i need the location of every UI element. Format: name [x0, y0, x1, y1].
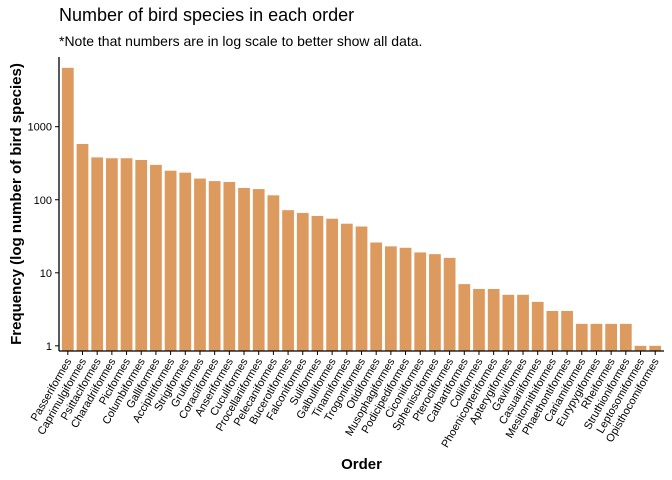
- y-tick-label: 1: [46, 341, 52, 353]
- y-tick-label: 1000: [28, 122, 52, 134]
- bar-bucerotiformes: [282, 210, 294, 351]
- bar-gruiformes: [194, 178, 206, 351]
- bar-caprimulgiformes: [76, 143, 89, 351]
- bar-trogoniformes: [355, 226, 368, 351]
- bar-apterygiformes: [502, 294, 515, 351]
- bar-ciconiiformes: [414, 252, 427, 351]
- bar-rheiformes: [605, 323, 618, 351]
- x-axis-title: Order: [341, 456, 382, 473]
- bar-gaviiformes: [517, 294, 529, 351]
- chart-subtitle: *Note that numbers are in log scale to b…: [59, 33, 423, 49]
- bar-musophagiformes: [385, 246, 397, 351]
- bar-phaethontiformes: [561, 310, 573, 351]
- bar-otidiformes: [370, 242, 383, 351]
- bar-eurypygiformes: [590, 323, 603, 351]
- bar-struthioniformes: [619, 323, 632, 351]
- bar-tinamiformes: [340, 223, 353, 351]
- y-tick-label: 10: [40, 268, 52, 280]
- bar-mesitornithiformes: [546, 310, 559, 351]
- bar-podicipediformes: [399, 247, 412, 351]
- bar-psittaciformes: [91, 157, 104, 351]
- bar-suliformes: [311, 215, 324, 351]
- bar-passeriformes: [61, 67, 74, 351]
- bar-piciformes: [120, 158, 133, 351]
- bar-coraciiformes: [208, 181, 221, 351]
- bar-casuariiformes: [531, 301, 544, 351]
- bar-strigiformes: [179, 172, 192, 351]
- bar-opisthocomiformes: [649, 345, 662, 351]
- y-axis-title: Frequency (log number of bird species): [8, 63, 25, 345]
- bar-cathartiformes: [458, 284, 471, 351]
- bar-pelecaniformes: [267, 195, 280, 351]
- bar-anseriformes: [223, 182, 236, 351]
- bar-charadriiformes: [105, 158, 118, 351]
- chart-title: Number of bird species in each order: [59, 5, 355, 25]
- bar-columbiformes: [135, 160, 148, 351]
- y-tick-label: 100: [34, 195, 52, 207]
- bar-coliiformes: [473, 289, 485, 351]
- bar-leptosomiformes: [634, 345, 647, 351]
- bar-cariamiformes: [575, 323, 588, 351]
- y-axis-ticks: 1 10 100 1000: [28, 122, 59, 353]
- x-axis-ticks: PasseriformesCaprimulgiformesPsittacifor…: [29, 351, 662, 450]
- bar-sphenisciformes: [429, 254, 441, 351]
- bar-accipitriformes: [164, 170, 177, 351]
- bar-procellariiformes: [252, 189, 265, 351]
- bar-galliformes: [150, 164, 162, 351]
- bar-galbuliformes: [326, 218, 339, 351]
- bar-phoenicopteriformes: [487, 289, 500, 351]
- bar-cuculiformes: [238, 187, 250, 351]
- bars-group: [61, 67, 662, 351]
- bar-pterocliformes: [443, 257, 456, 351]
- bar-falconiformes: [296, 212, 309, 351]
